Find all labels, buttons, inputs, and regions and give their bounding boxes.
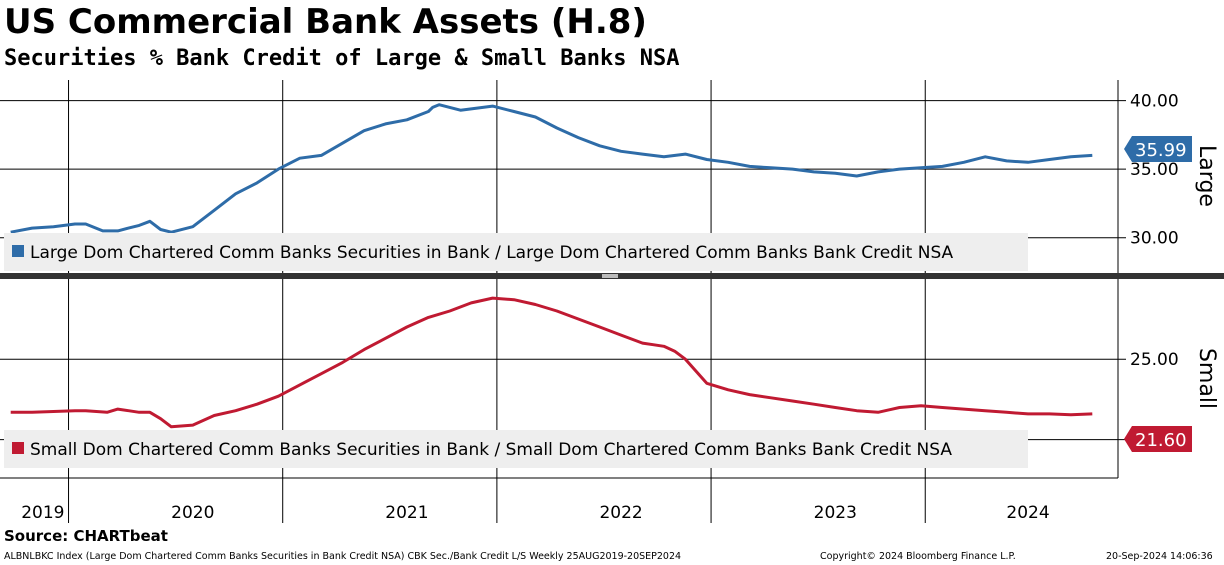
- y-tick-label: 35.00: [1130, 160, 1179, 180]
- axis-title: Small: [1194, 348, 1219, 409]
- legend-label: Small Dom Chartered Comm Banks Securitie…: [30, 440, 952, 460]
- x-tick-label: 2021: [385, 503, 428, 523]
- x-tick-label: 2023: [814, 503, 857, 523]
- timestamp-text: 20-Sep-2024 14:06:36: [1106, 551, 1213, 562]
- x-tick-label: 2020: [171, 503, 214, 523]
- ticker-info: ALBNLBKC Index (Large Dom Chartered Comm…: [4, 551, 682, 562]
- last-value-label: 35.99: [1135, 140, 1187, 161]
- legend-swatch: [12, 442, 24, 454]
- y-tick-label: 30.00: [1130, 229, 1179, 249]
- last-value-badge: [1124, 136, 1192, 162]
- y-tick-label: 25.00: [1130, 350, 1179, 370]
- last-value-badge: [1124, 426, 1192, 452]
- axis-title: Large: [1194, 145, 1219, 207]
- small-banks-series-line: [10, 296, 1093, 429]
- chart-subtitle: Securities % Bank Credit of Large & Smal…: [4, 46, 680, 71]
- panel-separator-grip: [602, 274, 618, 278]
- x-tick-label: 2019: [21, 503, 64, 523]
- source-label: Source: CHARTbeat: [4, 527, 168, 545]
- copyright-text: Copyright© 2024 Bloomberg Finance L.P.: [820, 551, 1016, 562]
- legend-box: [4, 233, 1028, 271]
- large-banks-series-line: [10, 103, 1093, 234]
- x-tick-label: 2024: [1006, 503, 1049, 523]
- y-tick-label: 40.00: [1130, 92, 1179, 112]
- x-tick-label: 2022: [599, 503, 642, 523]
- legend-box: [4, 430, 1028, 468]
- legend-swatch: [12, 245, 24, 257]
- chart-title: US Commercial Bank Assets (H.8): [4, 2, 647, 42]
- legend-label: Large Dom Chartered Comm Banks Securitie…: [30, 243, 954, 263]
- last-value-label: 21.60: [1135, 430, 1187, 451]
